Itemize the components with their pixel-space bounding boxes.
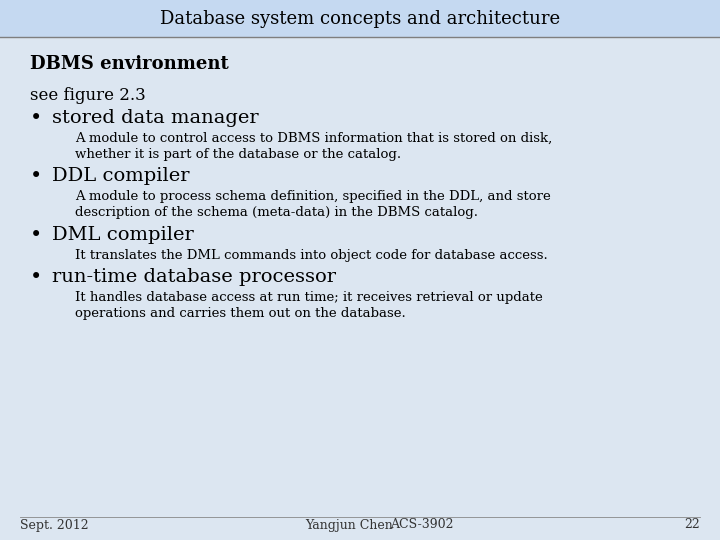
- Bar: [0, 0, 720, 37]
- Text: run-time database processor: run-time database processor: [52, 268, 336, 286]
- Text: 22: 22: [684, 518, 700, 531]
- Text: DML compiler: DML compiler: [52, 226, 194, 244]
- Text: DBMS environment: DBMS environment: [30, 55, 229, 73]
- Text: DDL compiler: DDL compiler: [52, 167, 189, 185]
- Text: Sept. 2012: Sept. 2012: [20, 518, 89, 531]
- Text: A module to control access to DBMS information that is stored on disk,: A module to control access to DBMS infor…: [75, 132, 552, 145]
- Text: stored data manager: stored data manager: [52, 109, 258, 127]
- Text: •: •: [30, 109, 42, 128]
- Text: A module to process schema definition, specified in the DDL, and store: A module to process schema definition, s…: [75, 191, 551, 204]
- Text: It handles database access at run time; it receives retrieval or update: It handles database access at run time; …: [75, 292, 543, 305]
- Text: •: •: [30, 226, 42, 245]
- Text: see figure 2.3: see figure 2.3: [30, 87, 145, 104]
- Text: operations and carries them out on the database.: operations and carries them out on the d…: [75, 307, 406, 320]
- Text: •: •: [30, 167, 42, 186]
- Text: Database system concepts and architecture: Database system concepts and architectur…: [160, 10, 560, 28]
- Text: •: •: [30, 268, 42, 287]
- Text: description of the schema (meta-data) in the DBMS catalog.: description of the schema (meta-data) in…: [75, 206, 478, 219]
- Text: ACS-3902: ACS-3902: [390, 518, 454, 531]
- Text: It translates the DML commands into object code for database access.: It translates the DML commands into obje…: [75, 249, 548, 262]
- Text: Yangjun Chen: Yangjun Chen: [305, 518, 392, 531]
- Text: whether it is part of the database or the catalog.: whether it is part of the database or th…: [75, 147, 401, 161]
